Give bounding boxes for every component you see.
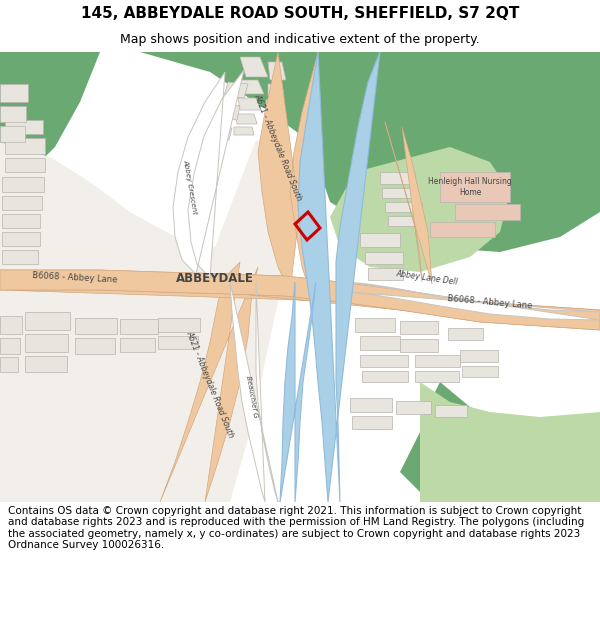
Polygon shape — [203, 144, 224, 156]
Polygon shape — [224, 82, 248, 98]
Text: B6068 - Abbey Lane: B6068 - Abbey Lane — [447, 294, 533, 310]
Polygon shape — [540, 432, 600, 502]
Polygon shape — [360, 336, 400, 350]
Polygon shape — [382, 188, 418, 198]
Polygon shape — [348, 282, 600, 320]
Polygon shape — [2, 250, 38, 264]
Polygon shape — [0, 52, 600, 142]
Polygon shape — [350, 398, 392, 412]
Text: Abbey Crescent: Abbey Crescent — [182, 159, 198, 215]
Polygon shape — [298, 52, 380, 502]
Text: 145, ABBEYDALE ROAD SOUTH, SHEFFIELD, S7 2QT: 145, ABBEYDALE ROAD SOUTH, SHEFFIELD, S7… — [81, 6, 519, 21]
Polygon shape — [385, 122, 432, 284]
Polygon shape — [234, 127, 254, 135]
Polygon shape — [400, 339, 438, 352]
Polygon shape — [5, 138, 45, 154]
Polygon shape — [268, 62, 286, 80]
Polygon shape — [462, 366, 498, 377]
Text: Beauchief G: Beauchief G — [245, 376, 259, 419]
Polygon shape — [2, 214, 40, 228]
Polygon shape — [415, 371, 459, 382]
Text: Map shows position and indicative extent of the property.: Map shows position and indicative extent… — [120, 32, 480, 46]
Polygon shape — [120, 338, 155, 352]
Polygon shape — [0, 316, 22, 334]
Polygon shape — [0, 270, 600, 330]
Polygon shape — [2, 196, 42, 210]
Polygon shape — [120, 319, 158, 334]
Polygon shape — [400, 382, 600, 502]
Polygon shape — [368, 268, 403, 280]
Polygon shape — [420, 382, 600, 502]
Polygon shape — [266, 100, 282, 110]
Polygon shape — [0, 132, 300, 502]
Polygon shape — [258, 52, 318, 292]
Polygon shape — [455, 204, 520, 220]
Polygon shape — [0, 357, 18, 372]
Polygon shape — [198, 160, 218, 172]
Polygon shape — [360, 355, 408, 367]
Polygon shape — [5, 158, 45, 172]
Polygon shape — [365, 252, 403, 264]
Polygon shape — [160, 262, 258, 502]
Polygon shape — [380, 172, 415, 184]
Polygon shape — [25, 312, 70, 330]
Polygon shape — [280, 282, 316, 502]
Polygon shape — [173, 70, 244, 278]
Polygon shape — [236, 114, 257, 124]
Polygon shape — [352, 416, 392, 429]
Polygon shape — [440, 172, 510, 202]
Polygon shape — [238, 98, 261, 110]
Polygon shape — [209, 126, 232, 140]
Polygon shape — [25, 356, 67, 372]
Polygon shape — [240, 80, 264, 94]
Text: A621 - Abbeydale Road South: A621 - Abbeydale Road South — [184, 329, 236, 439]
Polygon shape — [430, 222, 495, 237]
Text: Abbey Lane Dell: Abbey Lane Dell — [395, 269, 458, 287]
Polygon shape — [310, 52, 600, 252]
Polygon shape — [415, 355, 460, 367]
Text: Henleigh Hall Nursing
Home: Henleigh Hall Nursing Home — [428, 177, 512, 197]
Polygon shape — [460, 350, 498, 362]
Polygon shape — [240, 57, 268, 77]
Polygon shape — [400, 321, 438, 334]
Polygon shape — [0, 52, 100, 172]
Polygon shape — [355, 318, 395, 332]
Polygon shape — [448, 328, 483, 340]
Polygon shape — [396, 401, 431, 414]
Polygon shape — [0, 84, 28, 102]
Polygon shape — [2, 177, 44, 192]
Polygon shape — [217, 104, 240, 120]
Text: B6068 - Abbey Lane: B6068 - Abbey Lane — [32, 271, 118, 285]
Polygon shape — [75, 338, 115, 354]
Polygon shape — [388, 216, 425, 226]
Polygon shape — [25, 334, 68, 352]
Polygon shape — [360, 233, 400, 247]
Polygon shape — [0, 338, 20, 354]
Polygon shape — [2, 232, 40, 246]
Polygon shape — [268, 84, 284, 96]
Polygon shape — [435, 405, 467, 417]
Polygon shape — [0, 106, 26, 122]
Polygon shape — [385, 202, 422, 212]
Polygon shape — [0, 270, 600, 330]
Polygon shape — [158, 336, 198, 349]
Polygon shape — [5, 120, 43, 134]
Text: A621 - Abbeydale Road South: A621 - Abbeydale Road South — [253, 92, 304, 202]
Polygon shape — [362, 371, 408, 382]
Polygon shape — [230, 282, 278, 502]
Polygon shape — [75, 318, 117, 334]
Text: ABBEYDALE: ABBEYDALE — [176, 271, 254, 284]
Polygon shape — [158, 318, 200, 332]
Polygon shape — [0, 126, 25, 142]
Text: Contains OS data © Crown copyright and database right 2021. This information is : Contains OS data © Crown copyright and d… — [8, 506, 584, 551]
Polygon shape — [330, 147, 510, 272]
